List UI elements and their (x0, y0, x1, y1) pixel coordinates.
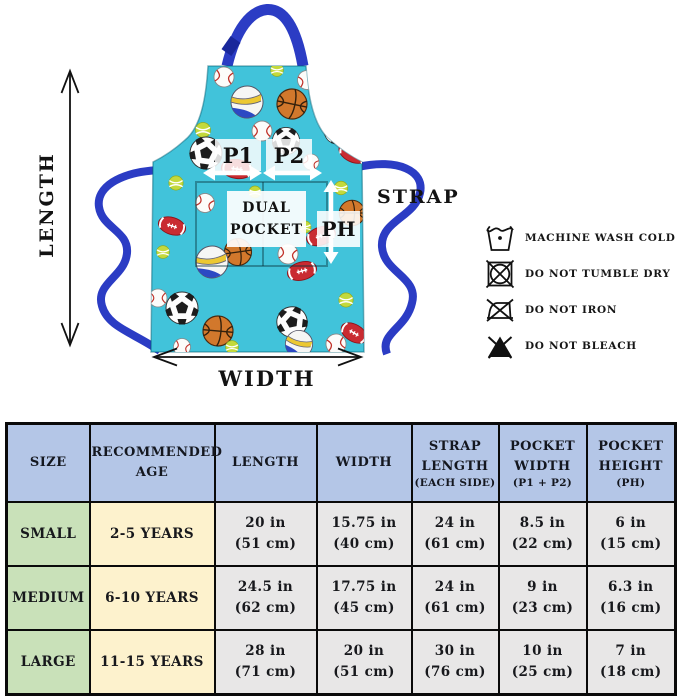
header-cell-strap-length: STRAP LENGTH (EACH SIDE) (410, 422, 500, 503)
care-label: DO NOT IRON (525, 304, 618, 316)
header-cell-pocket-height: POCKET HEIGHT (PH) (585, 422, 677, 503)
care-label: MACHINE WASH COLD (525, 232, 676, 244)
machine-wash-cold-icon (486, 225, 514, 251)
table-row-large: LARGE 11-15 YEARS 28 in (71 cm) 20 in (5… (5, 629, 677, 696)
tennis-ball (168, 175, 184, 191)
table-header-row: SIZE RECOMMENDED AGE LENGTH WIDTH STRAP … (5, 422, 677, 503)
care-row: DO NOT TUMBLE DRY (485, 259, 676, 289)
table-cell: 20 in (51 cm) (315, 629, 413, 696)
width-label: WIDTH (218, 366, 316, 391)
table-cell: 6-10 YEARS (88, 565, 216, 631)
table-cell: 24 in (61 cm) (410, 501, 500, 567)
tennis-ball (194, 121, 212, 139)
header-subtitle: (P1 + P2) (512, 477, 573, 489)
header-cell-size: SIZE (5, 422, 91, 503)
care-instructions-list: MACHINE WASH COLD DO NOT TUMBLE DRY (485, 224, 676, 360)
baseball (151, 288, 168, 308)
width-arrow (151, 347, 364, 367)
care-row: DO NOT BLEACH (485, 332, 676, 360)
pocket-height-label: PH (317, 211, 360, 247)
care-label: DO NOT TUMBLE DRY (525, 268, 671, 280)
care-row: DO NOT IRON (485, 296, 676, 324)
do-not-tumble-dry-icon (485, 259, 515, 289)
header-cell-length: LENGTH (213, 422, 318, 503)
table-cell: 7 in (18 cm) (585, 629, 677, 696)
table-cell: 15.75 in (40 cm) (315, 501, 413, 567)
table-cell: LARGE (5, 629, 91, 696)
header-cell-width: WIDTH (315, 422, 413, 503)
table-row-small: SMALL 2-5 YEARS 20 in (51 cm) 15.75 in (… (5, 501, 677, 567)
dual-pocket-label: DUAL POCKET (227, 191, 306, 247)
do-not-bleach-icon (487, 336, 513, 359)
table-cell: 20 in (51 cm) (213, 501, 318, 567)
header-title: LENGTH (232, 454, 299, 470)
table-row-medium: MEDIUM 6-10 YEARS 24.5 in (62 cm) 17.75 … (5, 565, 677, 631)
waist-tie-right (357, 160, 425, 356)
header-title: WIDTH (335, 454, 393, 470)
tennis-ball (338, 292, 354, 308)
tennis-ball (224, 339, 240, 352)
table-cell: 17.75 in (45 cm) (315, 565, 413, 631)
header-cell-pocket-width: POCKET WIDTH (P1 + P2) (497, 422, 588, 503)
table-cell: 6 in (15 cm) (585, 501, 677, 567)
header-title: POCKET WIDTH (509, 439, 576, 474)
table-cell: 11-15 YEARS (88, 629, 216, 696)
table-cell: 6.3 in (16 cm) (585, 565, 677, 631)
apron-dimension-diagram: LENGTH WIDTH STRAP P1 P2 DUAL POCKET PH … (36, 4, 676, 391)
football (156, 101, 198, 137)
size-chart-table: SIZE RECOMMENDED AGE LENGTH WIDTH STRAP … (5, 422, 677, 696)
table-cell: 24.5 in (62 cm) (213, 565, 318, 631)
p1-pocket-label: P1 (215, 139, 261, 171)
table-cell: 8.5 in (22 cm) (497, 501, 588, 567)
header-title: STRAP LENGTH (421, 439, 489, 474)
strap-adjuster-buckle (221, 36, 241, 56)
waist-tie-left (94, 166, 163, 355)
table-cell: 24 in (61 cm) (410, 565, 500, 631)
tennis-ball (155, 244, 171, 260)
tennis-ball (333, 180, 349, 196)
p2-pocket-label: P2 (266, 139, 312, 171)
length-arrow (60, 68, 80, 348)
header-title: RECOMMENDED AGE (91, 445, 223, 480)
table-cell: SMALL (5, 501, 91, 567)
table-cell: MEDIUM (5, 565, 91, 631)
care-label: DO NOT BLEACH (525, 340, 637, 352)
table-cell: 2-5 YEARS (88, 501, 216, 567)
header-subtitle: (EACH SIDE) (414, 477, 496, 489)
length-label: LENGTH (36, 152, 58, 258)
header-subtitle: (PH) (616, 477, 646, 489)
do-not-iron-icon (486, 298, 514, 322)
table-cell: 10 in (25 cm) (497, 629, 588, 696)
table-cell: 30 in (76 cm) (410, 629, 500, 696)
header-cell-age: RECOMMENDED AGE (88, 422, 223, 503)
header-title: SIZE (29, 454, 67, 470)
table-cell: 9 in (23 cm) (497, 565, 588, 631)
strap-label: STRAP (377, 186, 460, 208)
header-title: POCKET HEIGHT (598, 439, 664, 474)
baseball (251, 120, 273, 142)
table-cell: 28 in (71 cm) (213, 629, 318, 696)
care-row: MACHINE WASH COLD (485, 224, 676, 252)
neck-strap (221, 4, 309, 68)
